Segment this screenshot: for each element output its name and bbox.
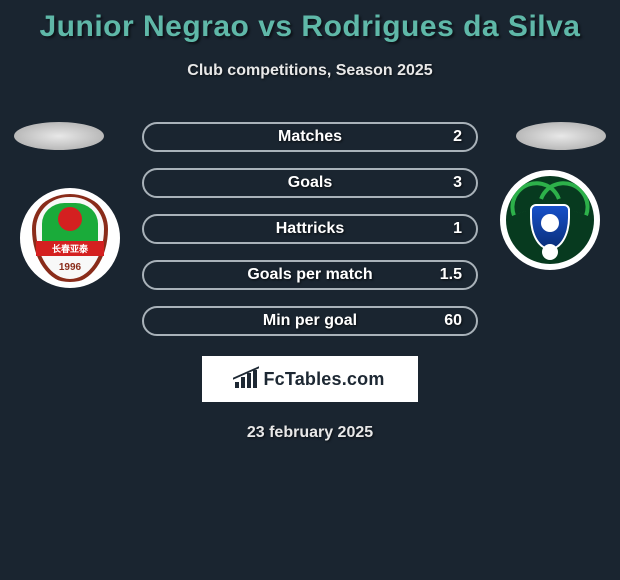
stat-label: Goals per match xyxy=(144,266,476,284)
ball-icon xyxy=(542,244,558,260)
bars-icon xyxy=(235,370,257,388)
attribution-text: FcTables.com xyxy=(263,369,384,390)
club-crest-left: 长春亚泰 1996 xyxy=(32,193,108,283)
stat-row: Goals per match 1.5 xyxy=(142,260,478,290)
stat-row: Min per goal 60 xyxy=(142,306,478,336)
attribution-box: FcTables.com xyxy=(202,356,418,402)
stat-value: 1.5 xyxy=(440,266,462,284)
subtitle: Club competitions, Season 2025 xyxy=(0,62,620,80)
club-crest-left-year: 1996 xyxy=(36,262,104,273)
stat-label: Hattricks xyxy=(144,220,476,238)
stat-value: 60 xyxy=(444,312,462,330)
club-crest-right xyxy=(506,176,594,264)
stat-value: 1 xyxy=(453,220,462,238)
stat-value: 2 xyxy=(453,128,462,146)
stat-label: Goals xyxy=(144,174,476,192)
club-badge-right xyxy=(500,170,600,270)
stat-label: Min per goal xyxy=(144,312,476,330)
player-photo-right-placeholder xyxy=(516,122,606,150)
stat-row: Hattricks 1 xyxy=(142,214,478,244)
stat-value: 3 xyxy=(453,174,462,192)
player-photo-left-placeholder xyxy=(14,122,104,150)
club-crest-left-text: 长春亚泰 xyxy=(36,241,104,256)
date-text: 23 february 2025 xyxy=(0,424,620,442)
stat-row: Goals 3 xyxy=(142,168,478,198)
stat-row: Matches 2 xyxy=(142,122,478,152)
page-title: Junior Negrao vs Rodrigues da Silva xyxy=(0,0,620,44)
club-badge-left: 长春亚泰 1996 xyxy=(20,188,120,288)
stat-label: Matches xyxy=(144,128,476,146)
comparison-card: Junior Negrao vs Rodrigues da Silva Club… xyxy=(0,0,620,580)
